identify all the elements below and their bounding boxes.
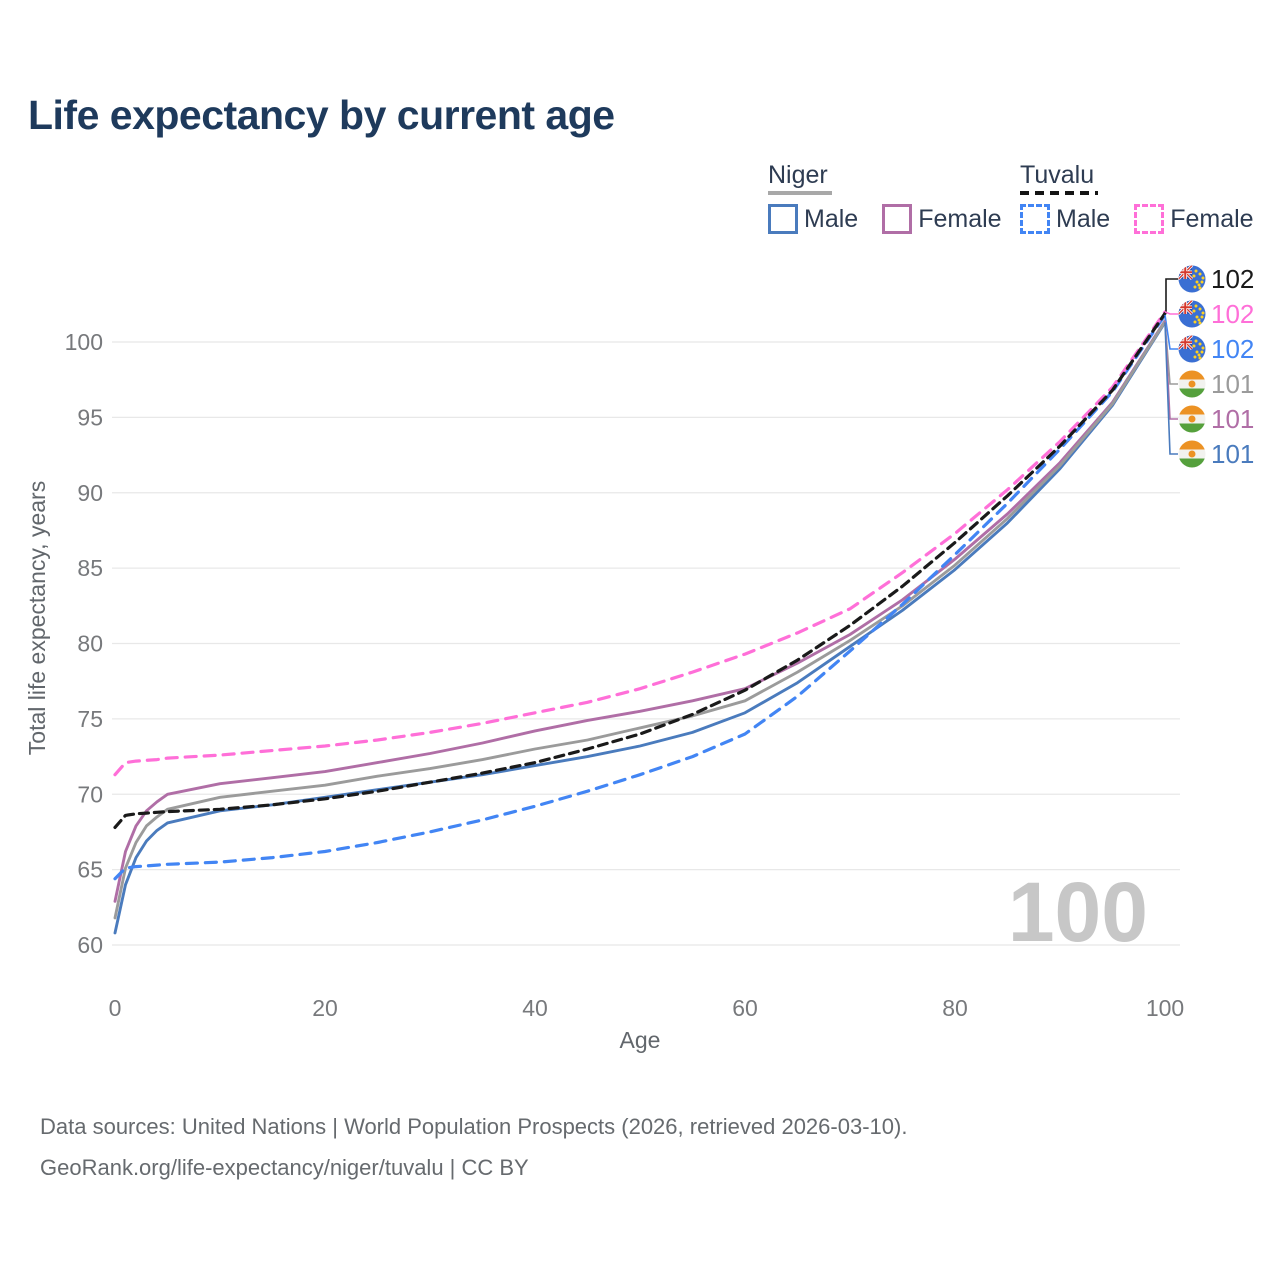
legend-header-niger-label: Niger — [768, 161, 828, 189]
x-tick-20: 20 — [312, 995, 338, 1021]
y-tick-70: 70 — [77, 781, 103, 807]
end-label-niger-male[interactable]: 101 — [1164, 322, 1254, 469]
end-labels: 102 102 102 101 101 101 — [1164, 264, 1254, 469]
y-tick-90: 90 — [77, 480, 103, 506]
y-tick-95: 95 — [77, 404, 103, 430]
end-label-value: 102 — [1211, 264, 1254, 294]
end-label-niger-female[interactable]: 101 — [1164, 320, 1254, 434]
footer: Data sources: United Nations | World Pop… — [40, 1106, 907, 1188]
gridlines — [112, 341, 1180, 946]
niger-flag-icon — [1178, 440, 1206, 468]
tuvalu-flag-icon — [1178, 265, 1206, 293]
end-label-tuvalu-both-sexes[interactable]: 102 — [1165, 264, 1254, 314]
leader-line — [1164, 314, 1178, 350]
series-line-tuvalu-female[interactable] — [113, 310, 1167, 777]
legend-item-niger-male[interactable]: Male — [768, 204, 858, 234]
niger-female-swatch-icon — [882, 204, 913, 234]
y-tick-100: 100 — [65, 329, 103, 355]
leader-line — [1164, 311, 1178, 315]
end-label-niger-both-sexes[interactable]: 101 — [1164, 321, 1254, 399]
y-tick-60: 60 — [77, 932, 103, 958]
leader-line — [1164, 322, 1178, 455]
tuvalu-male-swatch-icon — [1020, 204, 1050, 234]
niger-flag-icon — [1178, 405, 1206, 433]
legend-item-tuvalu-female[interactable]: Female — [1134, 204, 1254, 234]
legend-group-niger: Niger Male Female — [768, 162, 1002, 234]
y-tick-80: 80 — [77, 631, 103, 657]
x-tick-100: 100 — [1146, 995, 1184, 1021]
legend-item-niger-female[interactable]: Female — [882, 204, 1002, 234]
legend-header-tuvalu-label: Tuvalu — [1020, 161, 1095, 189]
legend-header-niger[interactable]: Niger — [768, 162, 1002, 195]
y-tick-75: 75 — [77, 706, 103, 732]
legend-label-tuvalu-female: Female — [1170, 204, 1254, 233]
y-tick-65: 65 — [77, 857, 103, 883]
series-line-niger-male[interactable] — [113, 320, 1167, 935]
end-label-value: 101 — [1211, 369, 1254, 399]
footer-attribution: GeoRank.org/life-expectancy/niger/tuvalu… — [40, 1155, 529, 1180]
legend-label-niger-male: Male — [804, 204, 859, 233]
series-lines — [113, 310, 1167, 935]
series-line-tuvalu-both-sexes[interactable] — [113, 311, 1167, 829]
y-tick-85: 85 — [77, 555, 103, 581]
niger-line-style-sample — [768, 191, 832, 195]
end-label-value: 101 — [1211, 439, 1254, 469]
niger-male-swatch-icon — [768, 204, 798, 234]
end-label-value: 102 — [1211, 299, 1254, 329]
x-tick-40: 40 — [522, 995, 548, 1021]
legend-label-tuvalu-male: Male — [1056, 204, 1111, 233]
end-label-value: 101 — [1211, 404, 1254, 434]
series-line-niger-female[interactable] — [113, 319, 1167, 903]
x-axis-title: Age — [620, 1027, 661, 1053]
axis-labels: 60 65 70 75 80 85 90 95 100 0 20 40 60 80 100 — [65, 329, 1185, 1021]
footer-data-sources: Data sources: United Nations | World Pop… — [40, 1114, 908, 1139]
legend-label-niger-female: Female — [918, 204, 1002, 233]
niger-flag-icon — [1178, 370, 1206, 398]
series-line-tuvalu-male[interactable] — [113, 313, 1167, 881]
legend-header-tuvalu[interactable]: Tuvalu — [1020, 162, 1254, 195]
page-title: Life expectancy by current age — [28, 92, 615, 138]
tuvalu-flag-icon — [1178, 335, 1206, 363]
end-label-tuvalu-female[interactable]: 102 — [1164, 299, 1254, 329]
y-axis-title: Total life expectancy, years — [24, 481, 50, 755]
current-age-watermark: 100 — [1008, 865, 1148, 959]
tuvalu-flag-icon — [1178, 300, 1206, 328]
x-tick-0: 0 — [109, 995, 122, 1021]
x-tick-80: 80 — [942, 995, 968, 1021]
tuvalu-line-style-sample — [1020, 191, 1098, 195]
legend-item-tuvalu-male[interactable]: Male — [1020, 204, 1110, 234]
series-line-niger-both-sexes[interactable] — [113, 320, 1167, 920]
legend-group-tuvalu: Tuvalu Male Female — [1020, 162, 1254, 234]
tuvalu-female-swatch-icon — [1134, 204, 1165, 234]
x-tick-60: 60 — [732, 995, 758, 1021]
leader-line — [1165, 278, 1178, 314]
end-label-value: 102 — [1211, 334, 1254, 364]
